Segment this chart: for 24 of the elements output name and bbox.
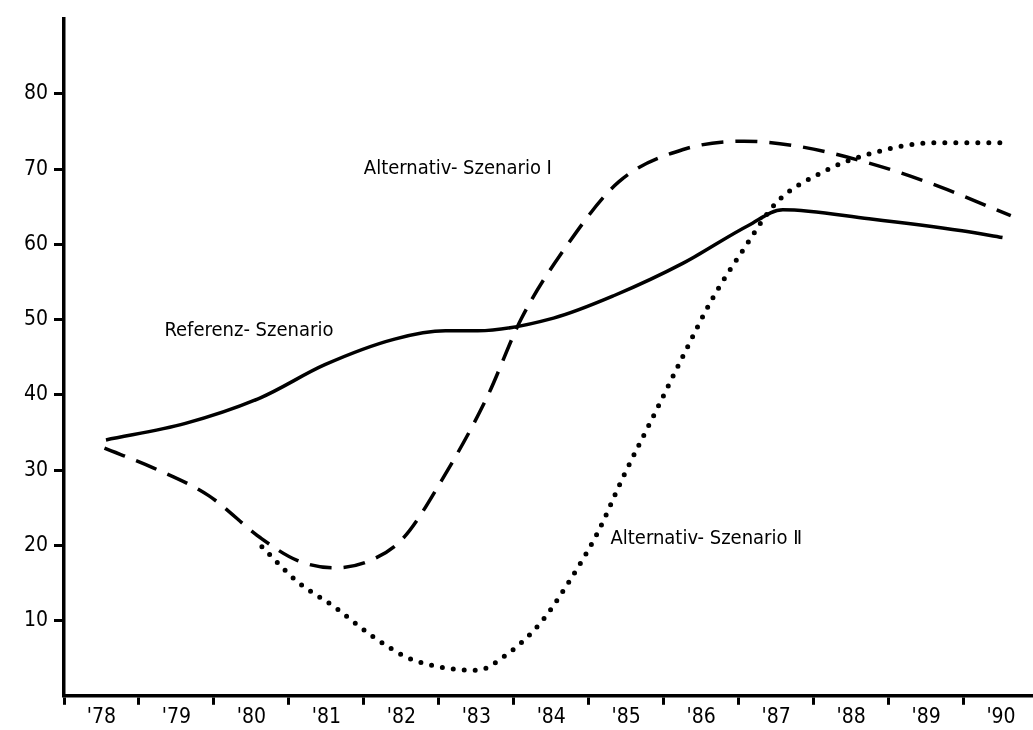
x-tick-label: '86 bbox=[686, 703, 716, 728]
y-tick-label: 20 bbox=[23, 531, 48, 556]
x-tick-label: '90 bbox=[986, 703, 1016, 728]
x-tick-label: '78 bbox=[86, 703, 117, 728]
x-tick-label: '83 bbox=[461, 703, 491, 728]
series-label: Alternativ- Szenario Ⅱ bbox=[610, 524, 803, 549]
text: Alternativ- Szenario I bbox=[363, 155, 552, 180]
y-tick-label: 60 bbox=[23, 230, 48, 255]
y-tick-label: 50 bbox=[23, 306, 48, 331]
series-label: Referenz- Szenario bbox=[164, 317, 334, 342]
x-tick-label: '82 bbox=[386, 703, 416, 728]
x-tick-label: '80 bbox=[236, 703, 267, 728]
x-tick-label: '87 bbox=[761, 703, 791, 728]
x-tick-label: '79 bbox=[161, 703, 192, 728]
x-tick-label: '84 bbox=[536, 703, 566, 728]
y-tick-label: 30 bbox=[23, 456, 48, 481]
y-tick-label: 40 bbox=[23, 381, 48, 406]
y-tick-label: 70 bbox=[23, 155, 48, 180]
x-tick-label: '81 bbox=[311, 703, 341, 728]
y-tick-label: 80 bbox=[23, 80, 48, 105]
x-tick-label: '88 bbox=[836, 703, 866, 728]
x-tick-label: '85 bbox=[611, 703, 641, 728]
x-tick-label: '89 bbox=[911, 703, 941, 728]
y-tick-label: 10 bbox=[23, 607, 48, 632]
